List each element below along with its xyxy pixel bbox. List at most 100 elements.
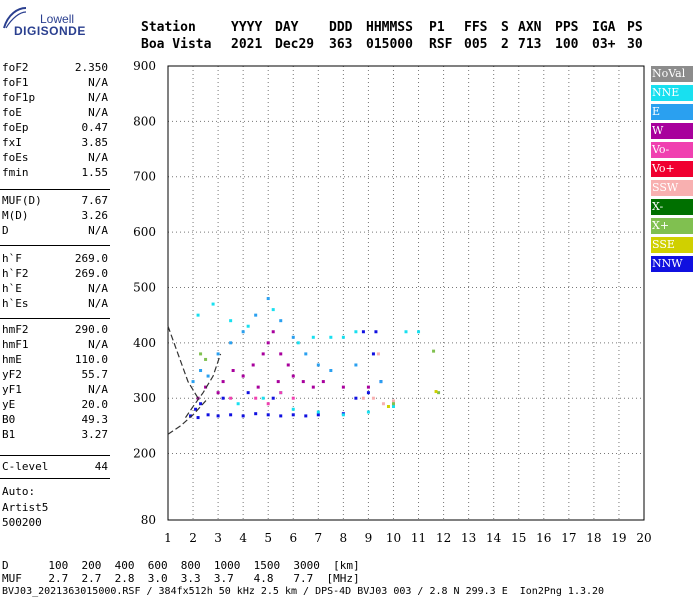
x-tick-label: 20 — [636, 531, 651, 545]
header-label-ddd: DDD — [329, 20, 353, 35]
data-point — [366, 391, 370, 395]
y-tick-label: 200 — [133, 447, 156, 461]
param-value: 3.85 — [81, 136, 109, 149]
legend-item-sse: SSE — [651, 237, 693, 253]
data-point — [196, 416, 200, 420]
x-tick-label: 7 — [314, 531, 322, 545]
chart-grid — [168, 66, 644, 520]
data-point — [316, 410, 320, 414]
x-tick-label: 13 — [461, 531, 476, 545]
data-point — [304, 352, 308, 356]
param-label: foEp — [2, 121, 29, 134]
param-label: MUF(D) — [2, 194, 42, 207]
data-point — [206, 413, 210, 417]
data-point — [341, 335, 345, 339]
param-value: N/A — [88, 383, 108, 396]
param-row: h`F 269.0 — [0, 251, 110, 266]
data-point — [279, 414, 283, 418]
data-point — [229, 319, 233, 323]
data-point — [371, 352, 375, 356]
data-point — [241, 374, 245, 378]
x-tick-label: 4 — [239, 531, 247, 545]
data-point — [231, 369, 235, 373]
y-tick-label: 900 — [133, 59, 156, 73]
param-row: yE 20.0 — [0, 397, 110, 412]
data-point — [329, 335, 333, 339]
x-tick-label: 11 — [411, 531, 426, 545]
legend-item-ssw: SSW — [651, 180, 693, 196]
data-point — [261, 396, 265, 400]
param-row: foF1p N/A — [0, 90, 110, 105]
param-label: h`Es — [2, 297, 29, 310]
chart-axes: 1 2 3 4 5 6 7 8 9 10 11 12 13 14 15 16 17 18 19 20802003004… — [133, 59, 652, 545]
param-row: fmin 1.55 — [0, 165, 110, 180]
autoscaling-artist: Artist5 — [2, 501, 49, 514]
param-label: hmE — [2, 353, 22, 366]
data-point — [291, 335, 295, 339]
header-label-pps: PPS — [555, 20, 579, 35]
y-tick-label: 500 — [133, 280, 156, 294]
footer-file-info: BVJ03_2021363015000.RSF / 384fx512h 50 k… — [2, 586, 605, 597]
x-tick-label: 2 — [189, 531, 197, 545]
data-point — [204, 357, 208, 361]
param-row: hmE 110.0 — [0, 352, 110, 367]
params-group-profile: hmF2 290.0 hmF1 N/A hmE 110.0 yF2 55.7 yF1 N/A yE 2… — [0, 322, 110, 442]
data-point — [291, 396, 295, 400]
header-label-s: S — [501, 20, 509, 35]
data-point — [216, 414, 220, 418]
data-point — [211, 302, 215, 306]
param-row: yF2 55.7 — [0, 367, 110, 382]
data-point — [316, 363, 320, 367]
data-point — [229, 396, 233, 400]
data-point — [279, 391, 283, 395]
header-label-ffs: FFS — [464, 20, 488, 35]
trace-curve — [185, 353, 222, 418]
data-point — [216, 352, 220, 356]
param-value: 49.3 — [81, 413, 109, 426]
data-point — [291, 407, 295, 411]
header-value-p1: RSF — [429, 37, 453, 52]
param-label: foE — [2, 106, 22, 119]
header-label-p1: P1 — [429, 20, 445, 35]
data-point — [361, 330, 365, 334]
header-value-day: Dec29 — [275, 37, 315, 52]
param-row: h`Es N/A — [0, 296, 110, 311]
param-label: h`F — [2, 252, 22, 265]
param-value: N/A — [88, 224, 108, 237]
header-label-yyyy: YYYY — [231, 20, 263, 35]
header-value-s: 2 — [501, 37, 509, 52]
legend-item-x: X- — [651, 199, 693, 215]
data-point — [236, 402, 240, 406]
data-point — [266, 402, 270, 406]
param-value: 0.47 — [81, 121, 109, 134]
data-point — [221, 380, 225, 384]
legend-item-noval: NoVal — [651, 66, 693, 82]
data-point — [251, 363, 255, 367]
data-point — [366, 410, 370, 414]
header-label-day: DAY — [275, 20, 299, 35]
data-point — [361, 396, 365, 400]
header-label-iga: IGA — [592, 20, 616, 35]
param-row: foE N/A — [0, 105, 110, 120]
data-point — [291, 374, 295, 378]
header-value-axn: 713 — [518, 37, 542, 52]
x-tick-label: 10 — [386, 531, 401, 545]
param-label: C-level — [2, 460, 49, 473]
param-row: D N/A — [0, 223, 110, 238]
params-group-virtual-heights: h`F 269.0 h`F2 269.0 h`E N/A h`Es N/A — [0, 251, 110, 311]
param-row: M(D) 3.26 — [0, 208, 110, 223]
param-row: foEs N/A — [0, 150, 110, 165]
divider — [0, 245, 110, 246]
param-row: MUF(D) 7.67 — [0, 193, 110, 208]
y-tick-label: 400 — [133, 336, 156, 350]
divider — [0, 318, 110, 319]
data-point — [196, 396, 200, 400]
legend-item-vo: Vo- — [651, 142, 693, 158]
data-point — [266, 341, 270, 345]
x-tick-label: 6 — [289, 531, 297, 545]
data-point — [432, 349, 436, 353]
header-label-station: Station — [141, 20, 196, 35]
param-label: h`F2 — [2, 267, 29, 280]
param-label: yF1 — [2, 383, 22, 396]
legend-item-x: X+ — [651, 218, 693, 234]
